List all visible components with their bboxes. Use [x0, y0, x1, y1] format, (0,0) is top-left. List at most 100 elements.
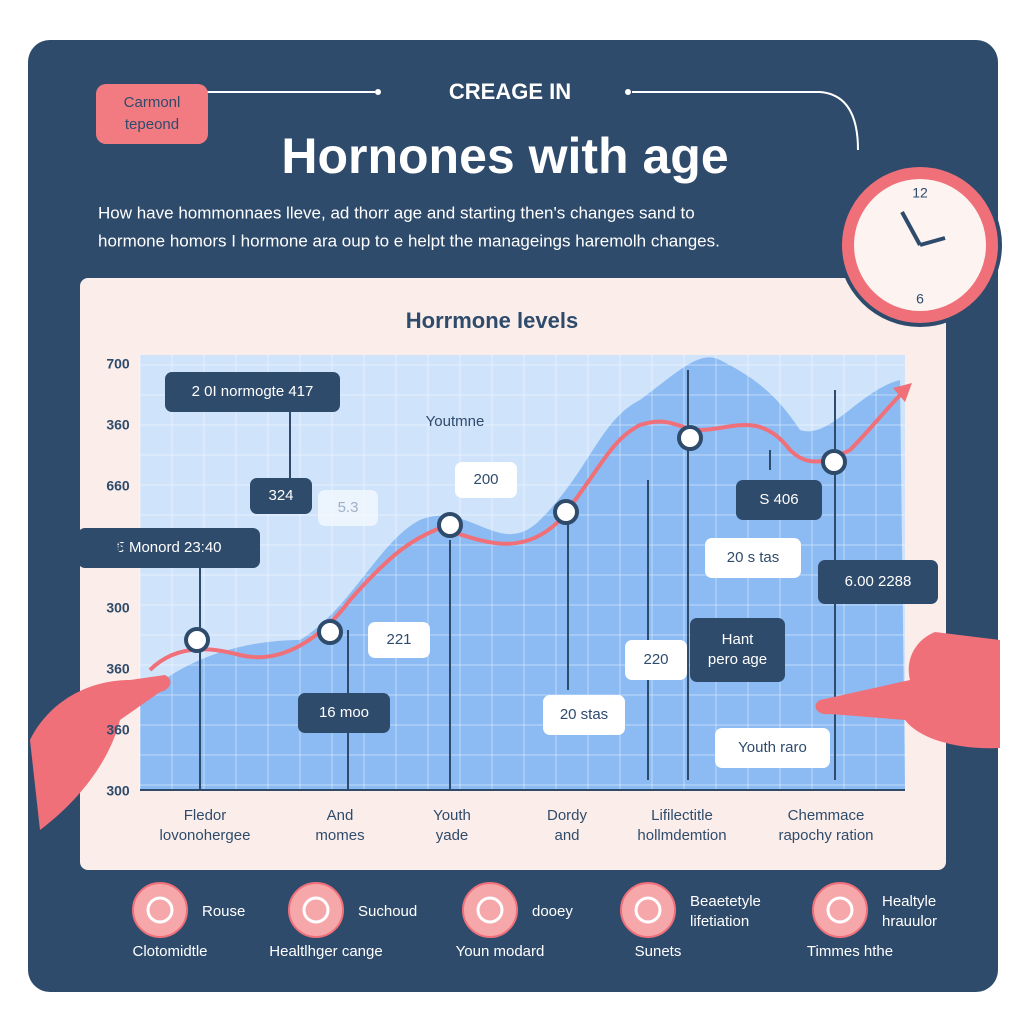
callout-text: S 406 [759, 491, 798, 508]
callout [368, 622, 430, 658]
point-marker [317, 619, 343, 645]
icon [620, 882, 676, 938]
trend-line [148, 388, 907, 672]
y-label: 660 [106, 478, 130, 494]
icon [462, 882, 518, 938]
kicker: CREAGE IN [449, 79, 571, 104]
icon-inner [634, 896, 662, 924]
y-label: 360 [106, 722, 130, 738]
icon [288, 882, 344, 938]
callout-text: 20 s tas [727, 549, 780, 566]
y-label: 300 [106, 600, 130, 616]
badge [96, 84, 208, 144]
callout [455, 462, 517, 498]
dot [625, 89, 631, 95]
callout [690, 618, 785, 682]
arrow-head [893, 383, 912, 402]
chart-title: Horrmone levels [406, 308, 578, 333]
plot [30, 130, 1002, 938]
description: How have hommonnaes lleve, ad thorr age … [98, 203, 695, 222]
callout [250, 478, 312, 514]
y-label: 300 [106, 783, 130, 799]
callout-text: Youtmne [426, 413, 485, 430]
texts: 2 0I normogte 417 324 5.3 Youtmne 200 5 Monor… [98, 79, 937, 960]
callout [715, 728, 830, 768]
callout-text: 5 Monord 23:40 [116, 539, 221, 556]
x-label: hollmdemtion [637, 827, 726, 844]
badge-text: tepeond [125, 116, 179, 133]
badge-text: Carmonl [124, 94, 181, 111]
clock-hand [900, 211, 922, 246]
footer-label: hrauulor [882, 913, 937, 930]
icon-inner [146, 896, 174, 924]
footer-label: dooey [532, 903, 573, 920]
callout-text: 220 [643, 651, 668, 668]
icon [132, 882, 188, 938]
callout-text: 2 0I normogte 417 [192, 383, 314, 400]
callout-text: pero age [708, 651, 767, 668]
clock-label: 12 [912, 185, 928, 201]
callout [818, 560, 938, 604]
footer-label: lifetiation [690, 913, 749, 930]
y-label: 360 [106, 661, 130, 677]
callout [705, 538, 801, 578]
y-label: 700 [106, 356, 130, 372]
dot [375, 89, 381, 95]
callout [165, 372, 340, 412]
callout-text: Hant [722, 631, 755, 648]
callout [298, 693, 390, 733]
callout [543, 695, 625, 735]
x-label: rapochy ration [778, 827, 873, 844]
footer-caption: Clotomidtle [132, 943, 207, 960]
y-label: 360 [106, 539, 130, 555]
point-marker [437, 512, 463, 538]
footer-label: Beaetetyle [690, 893, 761, 910]
callout [78, 528, 260, 568]
x-label: and [554, 827, 579, 844]
callout-text: Youth raro [738, 739, 807, 756]
callout [625, 640, 687, 680]
callout-text: 6.00 2288 [845, 573, 912, 590]
x-label: lovonohergee [160, 827, 251, 844]
icon-inner [826, 896, 854, 924]
x-label: Youth [433, 807, 471, 824]
footer-label: Rouse [202, 903, 245, 920]
x-label: And [327, 807, 354, 824]
point-marker [821, 449, 847, 475]
footer-caption: Youn modard [456, 943, 545, 960]
point-marker [677, 425, 703, 451]
point-marker [184, 627, 210, 653]
footer-label: Healtyle [882, 893, 936, 910]
hand-right [815, 632, 1000, 749]
x-label: Chemmace [788, 807, 865, 824]
x-label: Lifilectitle [651, 807, 713, 824]
x-label: Dordy [547, 807, 588, 824]
callout-text: 16 moo [319, 704, 369, 721]
x-label: Fledor [184, 807, 227, 824]
callout [736, 480, 822, 520]
footer-caption: Healtlhger cange [269, 943, 382, 960]
description: hormone homors I hormone ara oup to e he… [98, 231, 720, 250]
icon-inner [476, 896, 504, 924]
callout-text: 200 [473, 471, 498, 488]
x-label: yade [436, 827, 469, 844]
icon [812, 882, 868, 938]
callout-text: 20 stas [560, 706, 608, 723]
y-label: 360 [106, 417, 130, 433]
callout-text: 221 [386, 631, 411, 648]
x-label: momes [315, 827, 364, 844]
icon-inner [302, 896, 330, 924]
callout-text: 324 [268, 487, 293, 504]
clock-label: 6 [916, 291, 924, 307]
clock-hand [919, 236, 946, 247]
rule [632, 91, 859, 151]
footer-caption: Sunets [635, 943, 682, 960]
point-marker [553, 499, 579, 525]
hand-left [30, 675, 171, 830]
footer-label: Suchoud [358, 903, 417, 920]
callout-text: 5.3 [338, 499, 359, 516]
title: Hornones with age [281, 128, 728, 184]
callout [318, 490, 378, 526]
footer-caption: Timmes hthe [807, 943, 893, 960]
